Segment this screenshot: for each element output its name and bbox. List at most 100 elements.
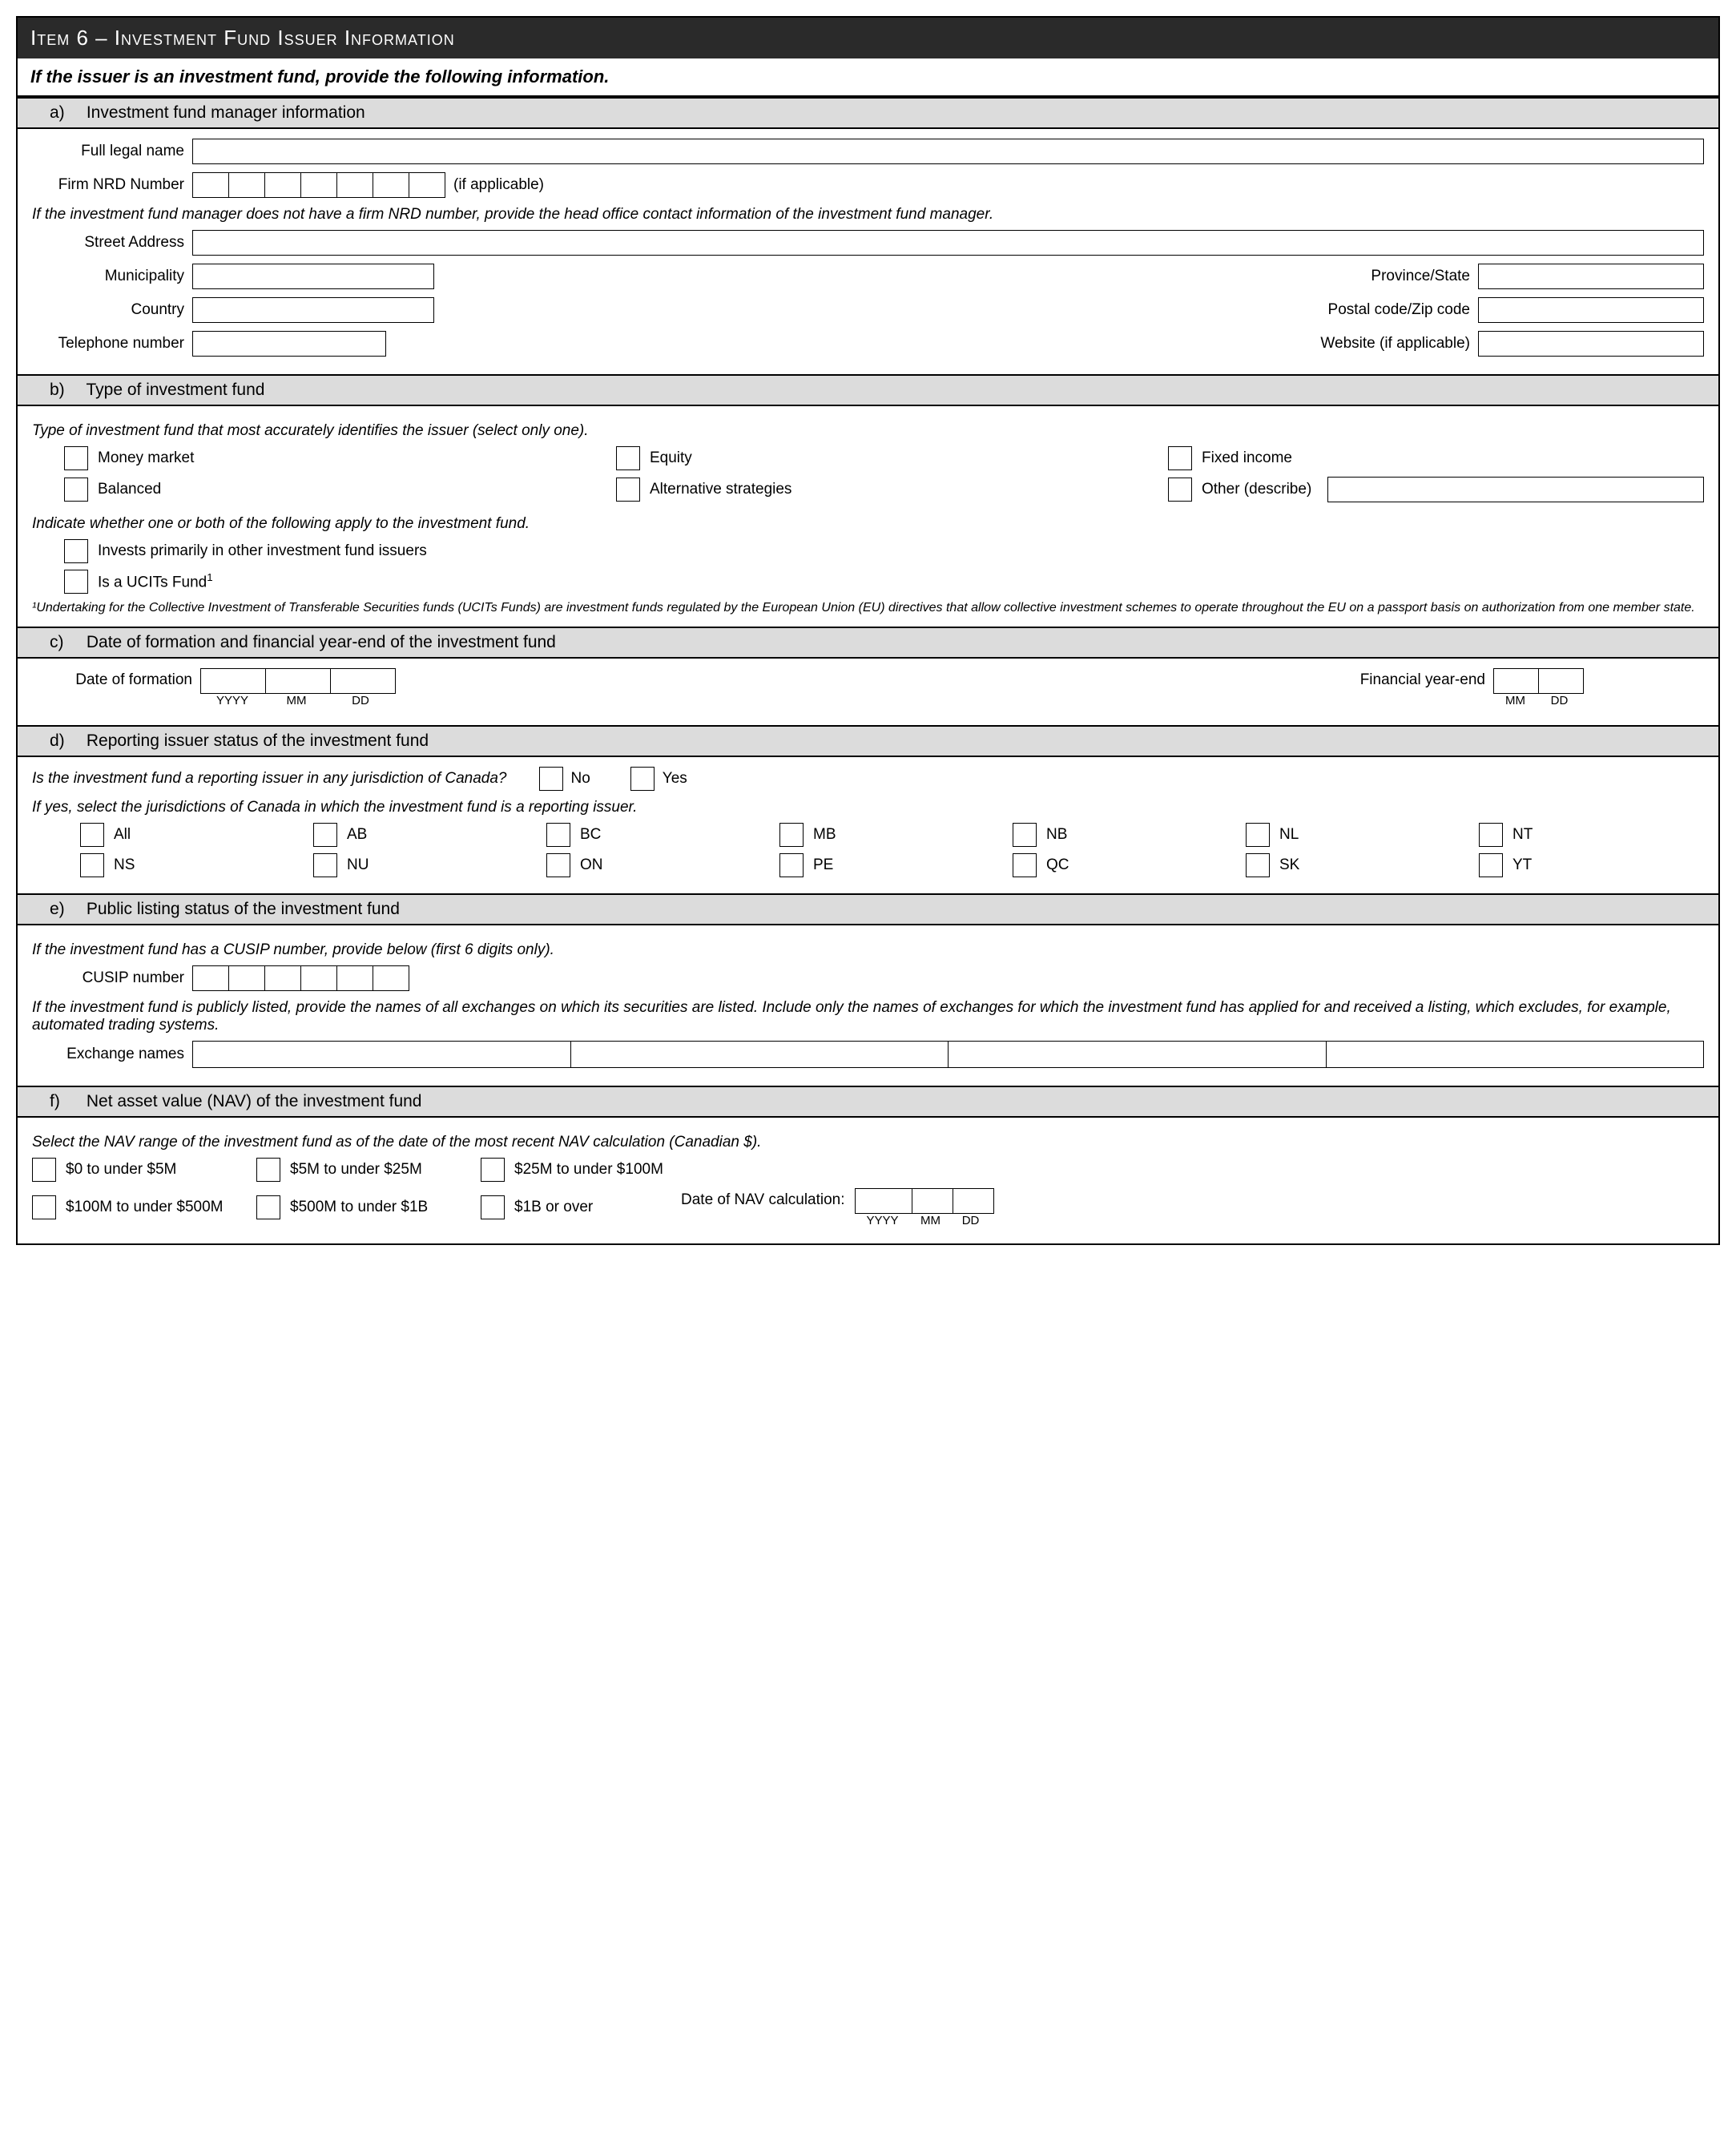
cusip-digit[interactable] (265, 965, 301, 991)
item-header: Item 6 – Investment Fund Issuer Informat… (18, 18, 1718, 58)
section-e-title: Public listing status of the investment … (87, 900, 400, 918)
section-b-letter: b) (50, 381, 82, 400)
cusip-digit[interactable] (337, 965, 373, 991)
nrd-note: If the investment fund manager does not … (32, 206, 1704, 224)
jur-nb-checkbox[interactable] (1013, 823, 1037, 847)
jur-label: NS (114, 856, 135, 874)
section-a-title: Investment fund manager information (87, 103, 365, 122)
nav-3-checkbox[interactable] (32, 1195, 56, 1219)
nav-4-checkbox[interactable] (256, 1195, 280, 1219)
section-e-header: e) Public listing status of the investme… (18, 893, 1718, 925)
jur-yt-checkbox[interactable] (1479, 853, 1503, 877)
jur-all-checkbox[interactable] (80, 823, 104, 847)
year-end-dd[interactable] (1539, 668, 1584, 694)
firm-nrd-label: Firm NRD Number (32, 176, 184, 194)
municipality-input[interactable] (192, 264, 434, 289)
jur-nt-checkbox[interactable] (1479, 823, 1503, 847)
nrd-digit[interactable] (192, 172, 229, 198)
other-describe-input[interactable] (1327, 477, 1704, 502)
province-input[interactable] (1478, 264, 1704, 289)
nrd-digit[interactable] (301, 172, 337, 198)
jur-label: SK (1279, 856, 1299, 874)
nrd-digit[interactable] (229, 172, 265, 198)
nav-label: $25M to under $100M (514, 1161, 663, 1179)
apply-note: Indicate whether one or both of the foll… (32, 515, 1704, 533)
exchange-input[interactable] (949, 1041, 1327, 1068)
dd-label: DD (951, 1214, 991, 1227)
section-d-header: d) Reporting issuer status of the invest… (18, 725, 1718, 757)
jur-ab-checkbox[interactable] (313, 823, 337, 847)
nav-label: $100M to under $500M (66, 1199, 223, 1216)
jur-nu-checkbox[interactable] (313, 853, 337, 877)
cusip-digit[interactable] (192, 965, 229, 991)
jur-nl-checkbox[interactable] (1246, 823, 1270, 847)
jur-label: NL (1279, 826, 1299, 844)
exchange-boxes (192, 1041, 1704, 1068)
nav-0-checkbox[interactable] (32, 1158, 56, 1182)
alt-checkbox[interactable] (616, 478, 640, 502)
nav-mm[interactable] (912, 1188, 953, 1214)
ucits-checkbox[interactable] (64, 570, 88, 594)
exchange-input[interactable] (1327, 1041, 1705, 1068)
dd-label: DD (328, 694, 393, 707)
jur-qc-checkbox[interactable] (1013, 853, 1037, 877)
nav-1-checkbox[interactable] (256, 1158, 280, 1182)
balanced-checkbox[interactable] (64, 478, 88, 502)
jur-label: MB (813, 826, 836, 844)
nav-5-checkbox[interactable] (481, 1195, 505, 1219)
year-end-mm[interactable] (1493, 668, 1539, 694)
firm-nrd-boxes (192, 172, 445, 198)
other-checkbox[interactable] (1168, 478, 1192, 502)
country-input[interactable] (192, 297, 434, 323)
nrd-digit[interactable] (265, 172, 301, 198)
street-input[interactable] (192, 230, 1704, 256)
formation-date-boxes (200, 668, 396, 694)
formation-mm[interactable] (266, 668, 331, 694)
yes-checkbox[interactable] (630, 767, 655, 791)
website-input[interactable] (1478, 331, 1704, 357)
jur-pe-checkbox[interactable] (779, 853, 804, 877)
nav-yyyy[interactable] (855, 1188, 912, 1214)
nav-2-checkbox[interactable] (481, 1158, 505, 1182)
yyyy-label: YYYY (855, 1214, 911, 1227)
cusip-digit[interactable] (229, 965, 265, 991)
jur-bc-checkbox[interactable] (546, 823, 570, 847)
exchange-input[interactable] (571, 1041, 949, 1068)
postal-label: Postal code/Zip code (1328, 301, 1470, 319)
nrd-digit[interactable] (373, 172, 409, 198)
full-legal-name-input[interactable] (192, 139, 1704, 164)
nrd-digit[interactable] (409, 172, 445, 198)
formation-dd[interactable] (331, 668, 396, 694)
dd-label: DD (1537, 694, 1581, 707)
jur-label: BC (580, 826, 601, 844)
fixed-income-checkbox[interactable] (1168, 446, 1192, 470)
alt-label: Alternative strategies (650, 481, 791, 498)
equity-checkbox[interactable] (616, 446, 640, 470)
nav-label: $0 to under $5M (66, 1161, 176, 1179)
fund-type-note: Type of investment fund that most accura… (32, 422, 1704, 440)
cusip-digit[interactable] (373, 965, 409, 991)
jur-label: NT (1512, 826, 1533, 844)
section-d-letter: d) (50, 731, 82, 751)
jur-mb-checkbox[interactable] (779, 823, 804, 847)
section-f-header: f) Net asset value (NAV) of the investme… (18, 1086, 1718, 1118)
money-market-checkbox[interactable] (64, 446, 88, 470)
nav-label: $1B or over (514, 1199, 593, 1216)
jur-on-checkbox[interactable] (546, 853, 570, 877)
jur-ns-checkbox[interactable] (80, 853, 104, 877)
exchange-input[interactable] (192, 1041, 571, 1068)
invests-checkbox[interactable] (64, 539, 88, 563)
cusip-digit[interactable] (301, 965, 337, 991)
jur-label: NU (347, 856, 369, 874)
no-checkbox[interactable] (539, 767, 563, 791)
jurisdiction-grid: All AB BC MB NB NL NT NS NU ON PE QC SK … (80, 823, 1704, 877)
ucits-label: Is a UCITs Fund1 (98, 571, 213, 591)
exchange-label: Exchange names (32, 1046, 184, 1063)
postal-input[interactable] (1478, 297, 1704, 323)
nrd-digit[interactable] (337, 172, 373, 198)
formation-yyyy[interactable] (200, 668, 266, 694)
nav-dd[interactable] (953, 1188, 994, 1214)
section-c-header: c) Date of formation and financial year-… (18, 627, 1718, 659)
jur-sk-checkbox[interactable] (1246, 853, 1270, 877)
telephone-input[interactable] (192, 331, 386, 357)
